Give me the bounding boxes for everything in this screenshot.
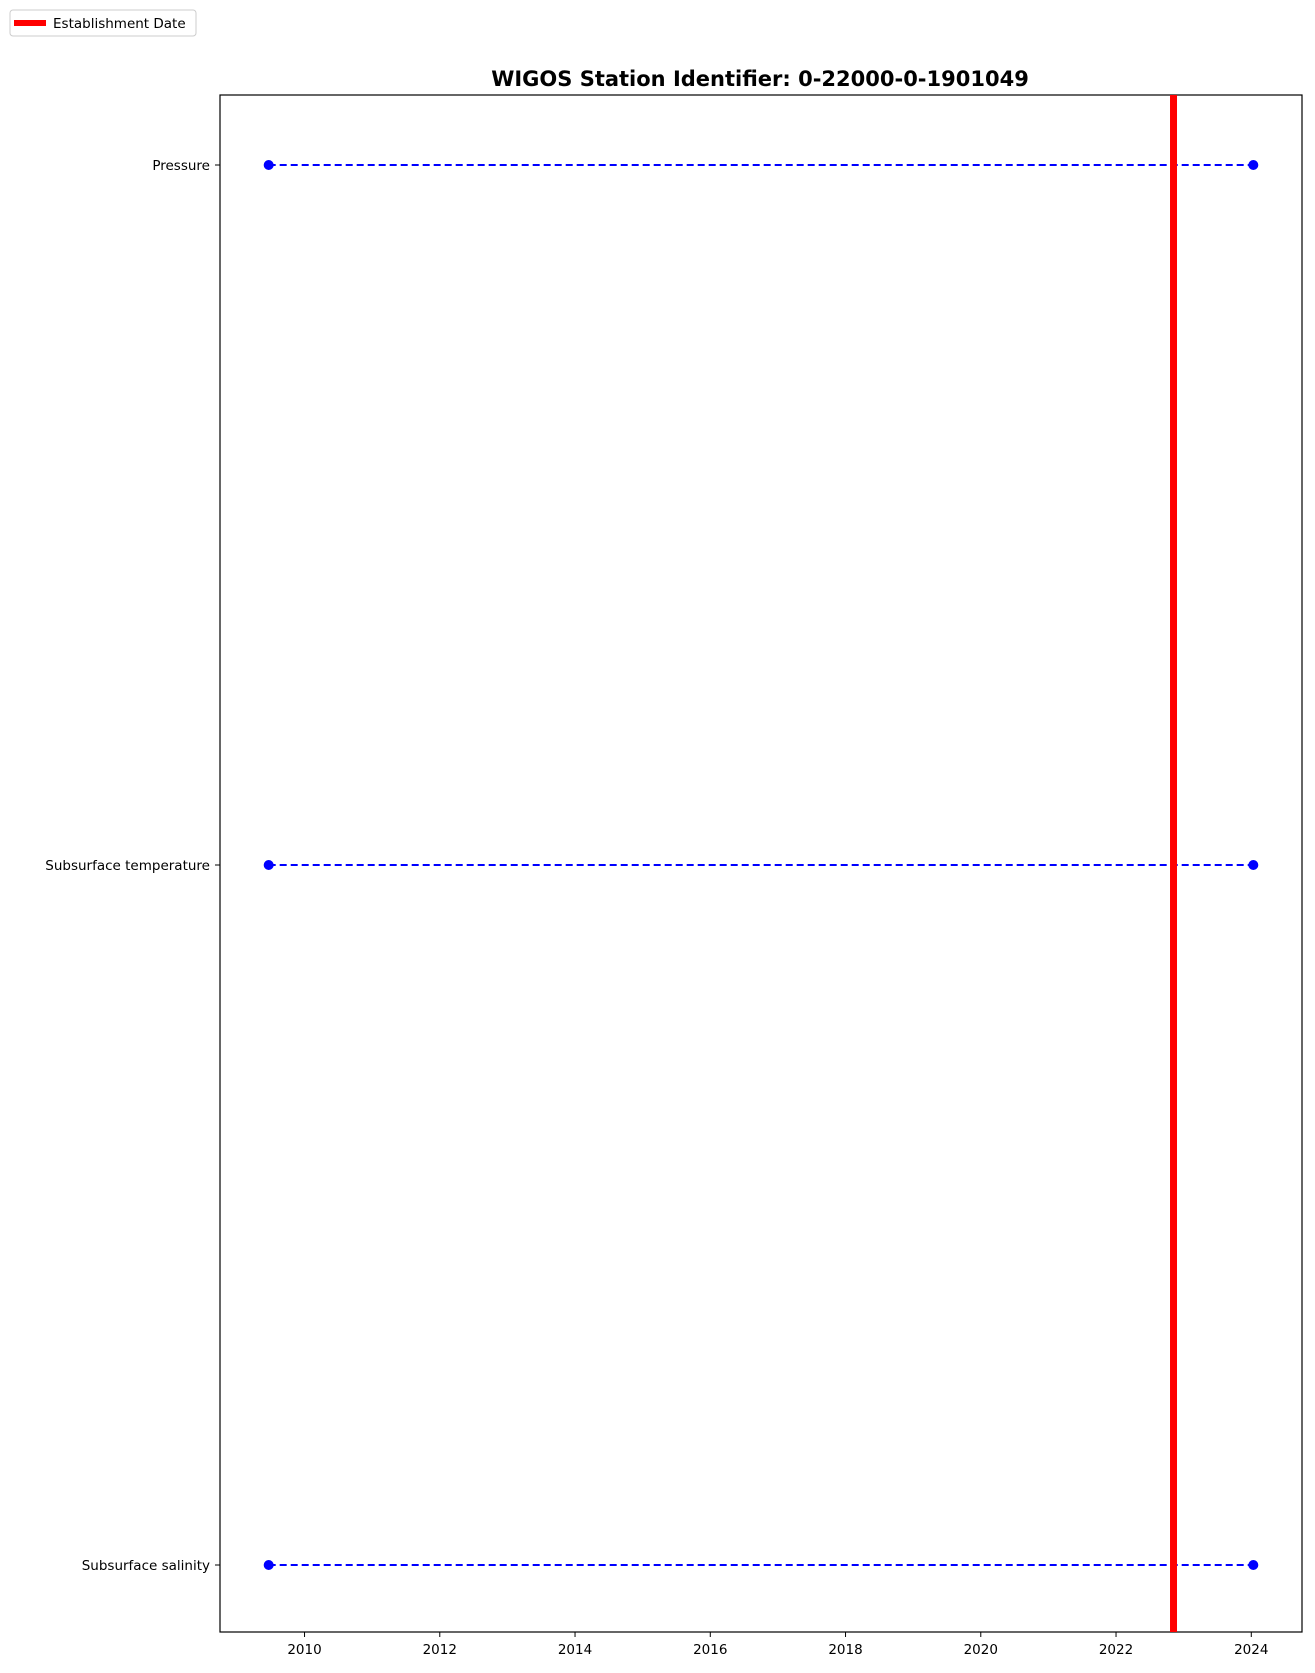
y-tick-label-0: Pressure: [152, 158, 210, 174]
x-tick-label-2012: 2012: [423, 1642, 457, 1658]
series-start-point-2: [263, 1560, 274, 1570]
x-tick-label-2014: 2014: [558, 1642, 592, 1658]
x-tick-label-2016: 2016: [693, 1642, 727, 1658]
x-tick-label-2020: 2020: [964, 1642, 998, 1658]
series-end-point-1: [1248, 860, 1259, 870]
x-tick-label-2010: 2010: [287, 1642, 321, 1658]
x-tick-label-2024: 2024: [1234, 1642, 1268, 1658]
plot-area: [219, 94, 1303, 1633]
chart-title: WIGOS Station Identifier: 0-22000-0-1901…: [491, 67, 1029, 91]
chart-marks: 2010 2012 2014 2016 2018 2020 2022 2024 Pressure…: [45, 95, 1268, 1658]
legend: Establishment Date: [9, 9, 197, 37]
y-tick-label-1: Subsurface temperature: [45, 858, 210, 874]
x-tick-label-2018: 2018: [828, 1642, 862, 1658]
legend-box: [9, 9, 197, 37]
y-tick-label-2: Subsurface salinity: [82, 1558, 210, 1574]
series-end-point-0: [1248, 160, 1259, 170]
x-tick-label-2022: 2022: [1099, 1642, 1133, 1658]
series-end-point-2: [1248, 1560, 1259, 1570]
series-start-point-0: [263, 160, 274, 170]
legend-label-establishment-date: Establishment Date: [53, 16, 186, 32]
series-start-point-1: [263, 860, 274, 870]
